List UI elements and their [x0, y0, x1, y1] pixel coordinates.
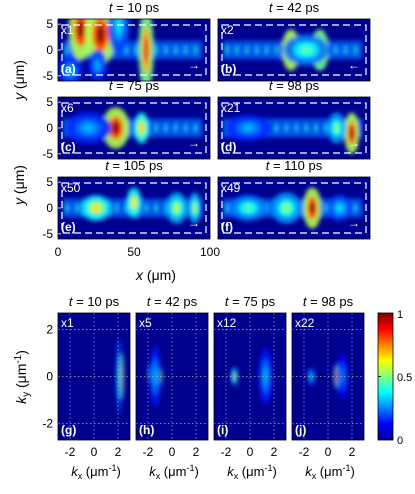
- x-tick-label: 50: [127, 245, 141, 259]
- colorbar-tick-1: 1: [397, 309, 403, 321]
- top-ylabel-2: y (μm): [11, 165, 27, 206]
- y-tick-label: 0: [46, 370, 53, 384]
- panel-label: (f): [221, 220, 233, 234]
- x-tick-label: -2: [143, 445, 154, 459]
- bottom-panel-2: t = 42 ps x5 (h) -2 0 2 kx (μm-1): [135, 294, 209, 481]
- bottom-panel-4: t = 98 ps x22 (j) -2 0 2 kx (μm-1): [291, 294, 365, 481]
- panel-multiplier: x49: [221, 181, 241, 195]
- x-tick-label: 0: [325, 445, 332, 459]
- y-tick-label: 5: [46, 95, 53, 109]
- dashed-region: [221, 102, 367, 154]
- y-tick-label: -5: [42, 147, 53, 161]
- panel-title: t = 98 ps: [269, 78, 320, 93]
- bottom-xlabel: kx (μm-1): [305, 463, 355, 481]
- y-tick-label: 2: [46, 322, 53, 336]
- panel-title: t = 110 ps: [266, 158, 323, 173]
- x-tick-label: -2: [65, 445, 76, 459]
- top-panel-4: x21 (d) → t = 98 ps: [217, 78, 371, 160]
- panel-title: t = 42 ps: [147, 294, 198, 309]
- panel-label: (e): [61, 220, 76, 234]
- x-tick-label: -2: [221, 445, 232, 459]
- colorbar-tick-0-5: 0.5: [397, 372, 412, 384]
- direction-arrow: →: [188, 216, 200, 230]
- y-tick-label: 0: [46, 43, 53, 57]
- y-tick-label: 5: [46, 17, 53, 31]
- panel-label: (a): [61, 62, 76, 76]
- panel-label: (c): [61, 140, 76, 154]
- panel-title: t = 105 ps: [105, 158, 163, 173]
- direction-arrow: →: [348, 136, 360, 150]
- bottom-xlabel: kx (μm-1): [227, 463, 277, 481]
- bottom-ylabel: ky (μm-1): [13, 350, 32, 404]
- y-tick-label: -5: [42, 227, 53, 241]
- panel-multiplier: x2: [221, 23, 234, 37]
- colorbar: 1 0.5 0: [377, 309, 412, 447]
- panel-title: t = 75 ps: [109, 78, 160, 93]
- dashed-region: [221, 182, 367, 234]
- panel-title: t = 42 ps: [269, 0, 320, 15]
- direction-arrow: ←: [348, 58, 360, 72]
- x-tick-label: 0: [91, 445, 98, 459]
- dashed-region: [61, 182, 207, 234]
- x-tick-label: 2: [349, 445, 356, 459]
- bottom-panel-3: t = 75 ps x12 (i) -2 0 2 kx (μm-1): [213, 294, 287, 481]
- colorbar-tick-0: 0: [397, 435, 403, 447]
- dashed-region: [61, 102, 207, 154]
- y-tick-label: -2: [42, 417, 53, 431]
- panel-title: t = 10 ps: [69, 294, 120, 309]
- top-xlabel: x (μm): [135, 267, 176, 283]
- panel-multiplier: x21: [221, 101, 241, 115]
- panel-multiplier: x50: [61, 181, 81, 195]
- top-panel-6: x49 (f) → t = 110 ps: [217, 158, 371, 240]
- dashed-region: [61, 24, 207, 76]
- direction-arrow: →: [188, 136, 200, 150]
- panel-multiplier: x1: [61, 23, 74, 37]
- top-panel-2: x2 (b) ← t = 42 ps: [217, 0, 371, 82]
- top-panel-1: x1 (a) → t = 10 ps 5 0 -5: [42, 0, 211, 83]
- panel-label: (b): [221, 62, 236, 76]
- y-tick-label: -5: [42, 69, 53, 83]
- panel-multiplier: x12: [217, 316, 237, 330]
- panel-title: t = 98 ps: [303, 294, 354, 309]
- bottom-xlabel: kx (μm-1): [71, 463, 121, 481]
- panel-label: (g): [61, 423, 76, 437]
- panel-title: t = 75 ps: [225, 294, 276, 309]
- top-ylabel: y (μm): [11, 60, 27, 101]
- panel-label: (i): [217, 423, 228, 437]
- x-tick-label: 0: [247, 445, 254, 459]
- x-tick-label: 2: [271, 445, 278, 459]
- bottom-xlabel: kx (μm-1): [149, 463, 199, 481]
- direction-arrow: →: [188, 58, 200, 72]
- x-tick-label: -2: [299, 445, 310, 459]
- panel-multiplier: x22: [295, 316, 315, 330]
- panel-multiplier: x6: [61, 101, 74, 115]
- y-tick-label: 5: [46, 175, 53, 189]
- dashed-region: [221, 24, 367, 76]
- panel-label: (h): [139, 423, 154, 437]
- x-tick-label: 2: [193, 445, 200, 459]
- x-tick-label: 2: [115, 445, 122, 459]
- bottom-panel-1: t = 10 ps x1 (g) -2 0 2 kx (μm-1) 2 0 -2: [42, 294, 131, 481]
- y-tick-label: 0: [46, 201, 53, 215]
- y-tick-label: 0: [46, 121, 53, 135]
- x-tick-label: 100: [200, 245, 220, 259]
- panel-multiplier: x1: [61, 316, 74, 330]
- panel-multiplier: x5: [139, 316, 152, 330]
- x-tick-label: 0: [55, 245, 62, 259]
- top-panel-3: x6 (c) → t = 75 ps 5 0 -5: [42, 78, 211, 161]
- panel-label: (d): [221, 140, 236, 154]
- direction-arrow: →: [348, 216, 360, 230]
- panel-label: (j): [295, 423, 306, 437]
- x-tick-label: 0: [169, 445, 176, 459]
- panel-title: t = 10 ps: [109, 0, 160, 15]
